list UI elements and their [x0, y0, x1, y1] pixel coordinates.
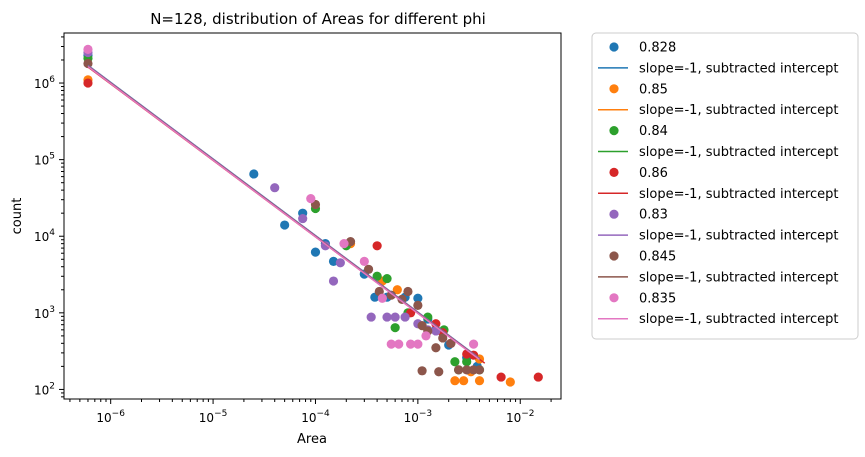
data-point — [280, 220, 290, 230]
tick-label: 103 — [34, 305, 55, 321]
data-point — [406, 339, 416, 349]
legend-marker — [609, 167, 619, 177]
data-point — [382, 312, 392, 322]
x-axis: 10−6 10−5 10−4 10−3 10−2 — [69, 399, 552, 425]
data-point — [306, 193, 316, 204]
data-point — [320, 241, 330, 251]
data-point — [533, 372, 543, 382]
legend-label: 0.84 — [639, 124, 668, 139]
data-point — [390, 323, 400, 333]
data-point — [474, 376, 485, 386]
data-point — [386, 290, 396, 300]
tick-label: 106 — [34, 75, 55, 91]
legend-label: slope=-1, subtracted intercept — [639, 187, 839, 202]
data-point — [298, 213, 308, 224]
data-point — [339, 239, 349, 249]
legend-label: 0.86 — [639, 166, 668, 181]
data-point — [372, 271, 382, 281]
legend-label: 0.828 — [639, 41, 676, 56]
y-axis-label: count — [10, 198, 25, 235]
legend-label: 0.845 — [639, 250, 676, 265]
data-point — [386, 339, 396, 349]
tick-label: 102 — [34, 381, 55, 397]
data-point — [431, 343, 441, 353]
data-point — [462, 365, 472, 375]
data-point — [459, 376, 469, 386]
legend-label: 0.83 — [639, 208, 668, 223]
tick-label: 10−5 — [199, 409, 228, 425]
tick-label: 10−6 — [96, 409, 125, 425]
data-point — [454, 365, 464, 375]
x-axis-label: Area — [297, 432, 327, 447]
series-0.835 — [83, 44, 479, 349]
data-point — [400, 312, 410, 322]
data-point — [328, 276, 339, 286]
legend-label: 0.835 — [639, 291, 676, 306]
data-point — [505, 377, 515, 387]
tick-label: 105 — [34, 152, 55, 168]
legend-marker — [609, 293, 619, 303]
data-point — [421, 331, 431, 341]
legend-label: slope=-1, subtracted intercept — [639, 61, 839, 76]
axes-frame — [63, 32, 562, 400]
fit-line — [87, 65, 480, 361]
legend-label: slope=-1, subtracted intercept — [639, 103, 839, 118]
data-point — [413, 293, 423, 303]
data-point — [310, 247, 321, 257]
data-point — [450, 357, 460, 367]
tick-label: 104 — [34, 228, 55, 244]
data-point — [403, 286, 413, 297]
data-point — [377, 293, 387, 303]
series-0.83 — [83, 47, 441, 336]
data-point — [446, 338, 456, 348]
data-point — [434, 367, 444, 377]
legend-marker — [609, 42, 619, 52]
plot-area — [83, 44, 543, 387]
data-point — [496, 372, 506, 382]
data-point — [417, 366, 427, 376]
legend-label: 0.85 — [639, 82, 668, 97]
series-0.86 — [83, 78, 543, 382]
legend-marker — [609, 84, 619, 94]
data-point — [413, 339, 423, 349]
data-point — [83, 44, 93, 54]
data-point — [413, 300, 423, 311]
data-point — [335, 258, 345, 268]
tick-label: 10−3 — [404, 409, 433, 425]
legend-label: slope=-1, subtracted intercept — [639, 145, 839, 160]
legend-marker — [609, 126, 619, 136]
data-point — [363, 264, 374, 274]
data-point — [83, 58, 93, 69]
data-point — [468, 339, 479, 349]
legend-marker — [609, 251, 619, 261]
legend-label: slope=-1, subtracted intercept — [639, 312, 839, 327]
legend-frame — [591, 32, 859, 340]
data-point — [390, 312, 400, 322]
data-point — [450, 376, 460, 386]
data-point — [270, 183, 280, 193]
data-point — [249, 169, 259, 179]
y-axis: 102 103 104 105 106 — [34, 36, 64, 397]
data-point — [382, 273, 392, 284]
tick-label: 10−2 — [506, 409, 535, 425]
chart-title: N=128, distribution of Areas for differe… — [150, 10, 486, 28]
data-point — [328, 256, 339, 266]
data-point — [394, 339, 404, 349]
data-point — [438, 333, 448, 343]
legend-marker — [609, 209, 619, 219]
tick-label: 10−4 — [301, 409, 330, 425]
legend: 0.828 slope=-1, subtracted intercept 0.85 s… — [591, 32, 859, 340]
legend-label: slope=-1, subtracted intercept — [639, 270, 839, 285]
data-point — [474, 365, 485, 375]
data-point — [359, 256, 369, 266]
data-point — [462, 357, 472, 367]
data-point — [83, 78, 93, 88]
data-point — [372, 241, 382, 251]
data-point — [366, 312, 376, 322]
data-point — [392, 285, 402, 295]
legend-label: slope=-1, subtracted intercept — [639, 229, 839, 244]
